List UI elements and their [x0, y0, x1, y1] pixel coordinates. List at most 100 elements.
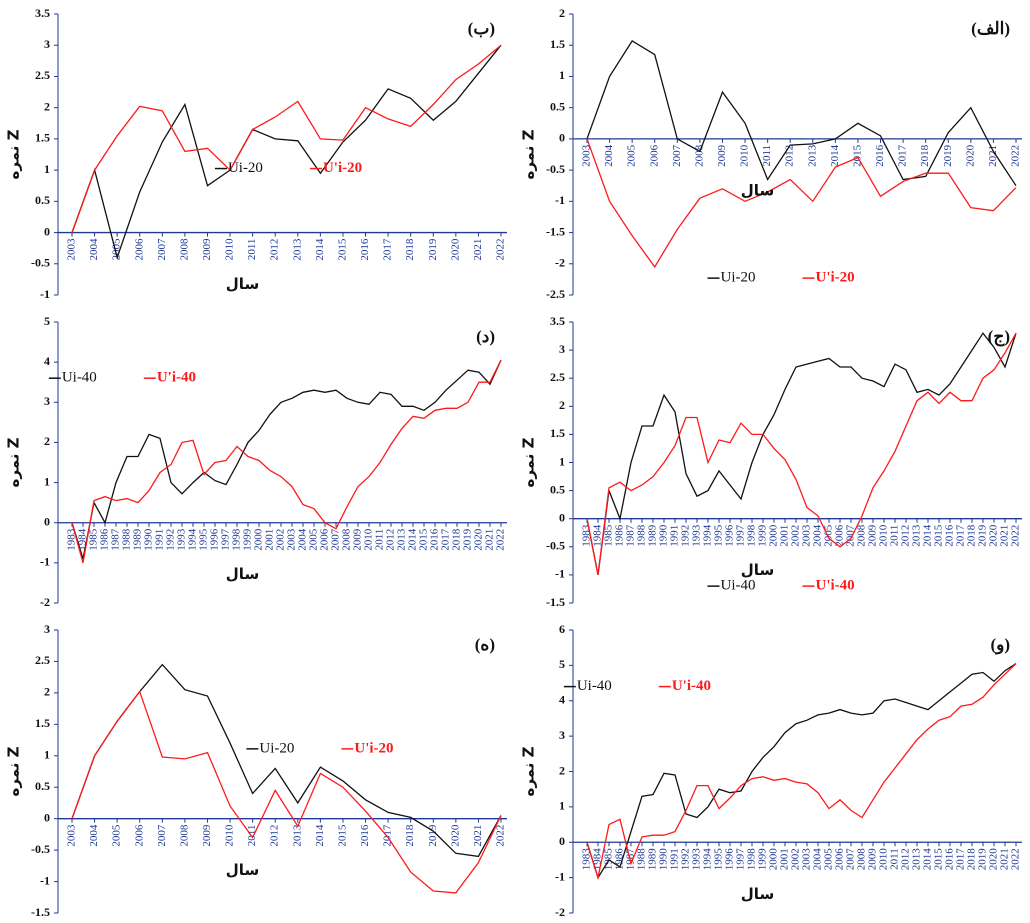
y-tick-label: 1: [559, 454, 565, 468]
x-tick-label: 2018: [404, 824, 416, 847]
y-tick-label: -1.5: [546, 595, 565, 609]
y-tick-label: 2: [559, 763, 565, 777]
legend-label: Ui-40: [577, 678, 612, 694]
y-tick-label: 0: [559, 131, 565, 145]
x-tick-label: 2022: [1010, 525, 1022, 547]
x-axis-label: سال: [226, 275, 259, 293]
x-axis-label: سال: [226, 861, 259, 879]
x-tick-label: 2006: [133, 824, 145, 847]
legend-label: U'i-40: [672, 678, 711, 694]
y-tick-label: 1: [559, 68, 565, 82]
x-axis-label: سال: [741, 181, 774, 199]
y-tick-label: 2: [559, 398, 565, 412]
y-axis-label: نمره Z: [5, 129, 23, 179]
y-tick-label: 0.5: [550, 482, 565, 496]
y-tick-label: -1.5: [546, 224, 565, 238]
x-tick-label: 2013: [291, 824, 303, 847]
y-tick-label: 3: [559, 342, 565, 356]
legend-label: Ui-20: [259, 740, 294, 756]
x-tick-label: 2018: [404, 238, 416, 260]
legend-label: Ui-20: [721, 270, 756, 286]
series-line: [72, 692, 501, 893]
x-tick-label: 2022: [1010, 145, 1022, 167]
y-tick-label: -2: [555, 256, 565, 270]
x-axis-label: سال: [741, 885, 774, 903]
y-tick-label: 1: [559, 799, 565, 813]
x-tick-label: 2010: [739, 144, 751, 167]
x-tick-label: 2010: [224, 238, 236, 260]
x-tick-label: 2020: [449, 824, 461, 847]
x-tick-label: 2005: [626, 144, 638, 167]
y-tick-label: -2: [40, 595, 50, 609]
chart-title: (د): [476, 327, 495, 346]
x-tick-label: 2022: [495, 529, 507, 551]
y-tick-label: 3.5: [550, 314, 565, 328]
chart-title: (ه): [475, 635, 495, 654]
y-tick-label: -0.5: [546, 539, 565, 553]
chart-title: (الف): [971, 19, 1010, 38]
legend-label: U'i-40: [816, 578, 855, 594]
y-tick-label: 0: [44, 224, 50, 238]
y-axis-label: نمره Z: [5, 437, 23, 487]
x-axis-label: سال: [741, 561, 774, 579]
y-tick-label: 2.5: [35, 68, 50, 82]
y-tick-label: 0: [559, 834, 565, 848]
chart-panel: -2.5-2-1.5-1-0.500.511.52200320042005200…: [520, 6, 1023, 301]
x-tick-label: 2014: [829, 144, 841, 167]
y-tick-label: 5: [44, 314, 50, 328]
series-line: [72, 45, 501, 232]
x-tick-label: 2017: [897, 144, 909, 167]
y-axis-label: نمره Z: [5, 746, 23, 796]
x-tick-label: 2006: [133, 238, 145, 260]
y-tick-label: -1: [40, 287, 50, 301]
legend-label: Ui-20: [228, 160, 263, 176]
x-tick-label: 2022: [1010, 848, 1022, 870]
x-tick-label: 2004: [88, 824, 100, 847]
y-tick-label: 4: [559, 693, 565, 707]
x-tick-label: 2022: [495, 239, 507, 261]
y-tick-label: -1: [555, 567, 565, 581]
y-tick-label: 0.5: [35, 779, 50, 793]
x-tick-label: 2019: [942, 144, 954, 167]
y-tick-label: 1: [44, 162, 50, 176]
x-tick-label: 2013: [806, 144, 818, 167]
series-line: [72, 45, 501, 257]
x-tick-label: 2021: [472, 825, 484, 847]
x-tick-label: 2010: [224, 824, 236, 847]
chart-panel: -2-1012345198319841985198619871988198919…: [5, 314, 508, 609]
x-tick-label: 2004: [88, 238, 100, 260]
x-tick-label: 2017: [382, 238, 394, 260]
y-tick-label: 3: [559, 728, 565, 742]
chart-title: (ب): [468, 19, 495, 38]
y-tick-label: 0.5: [550, 99, 565, 113]
y-axis-label: نمره Z: [520, 746, 538, 796]
x-tick-label: 2012: [784, 145, 796, 167]
legend-label: U'i-20: [354, 740, 393, 756]
x-tick-label: 2015: [336, 824, 348, 847]
x-tick-label: 2012: [269, 239, 281, 261]
x-tick-label: 2013: [291, 238, 303, 260]
y-tick-label: 2: [44, 99, 50, 113]
y-tick-label: 1.5: [550, 426, 565, 440]
y-tick-label: 4: [44, 354, 50, 368]
y-tick-label: -0.5: [31, 842, 50, 856]
x-tick-label: 2009: [716, 144, 728, 167]
x-tick-label: 2011: [246, 239, 258, 261]
x-tick-label: 2016: [359, 238, 371, 260]
x-axis-label: سال: [226, 565, 259, 583]
x-tick-label: 2009: [201, 238, 213, 260]
y-tick-label: -1: [40, 873, 50, 887]
x-tick-label: 2004: [603, 144, 615, 167]
legend-label: U'i-40: [157, 370, 196, 386]
x-tick-label: 2006: [648, 144, 660, 167]
y-tick-label: 1.5: [35, 131, 50, 145]
y-tick-label: -2: [555, 905, 565, 919]
y-tick-label: -1: [555, 193, 565, 207]
x-tick-label: 2018: [919, 144, 931, 167]
y-tick-label: -0.5: [546, 162, 565, 176]
series-line: [587, 664, 1016, 878]
x-tick-label: 2007: [671, 144, 683, 167]
x-tick-label: 2020: [449, 238, 461, 260]
